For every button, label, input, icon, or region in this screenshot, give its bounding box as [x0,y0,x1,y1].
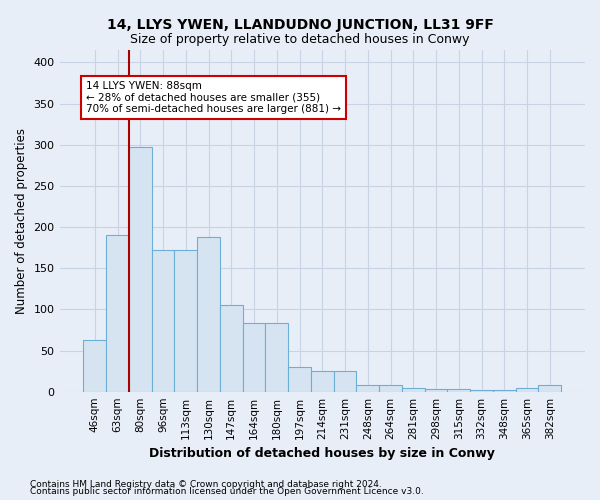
X-axis label: Distribution of detached houses by size in Conwy: Distribution of detached houses by size … [149,447,495,460]
Bar [356,385,379,392]
Bar [538,385,561,392]
Bar [515,388,538,392]
Y-axis label: Number of detached properties: Number of detached properties [15,128,28,314]
Bar [106,235,129,392]
Bar [83,340,106,392]
Bar [242,324,265,392]
Bar [152,250,175,392]
Text: Contains public sector information licensed under the Open Government Licence v3: Contains public sector information licen… [30,487,424,496]
Bar [197,237,220,392]
Bar [425,389,448,392]
Text: Contains HM Land Registry data © Crown copyright and database right 2024.: Contains HM Land Registry data © Crown c… [30,480,382,489]
Bar [470,390,493,392]
Bar [493,390,515,392]
Bar [402,388,425,392]
Bar [288,367,311,392]
Bar [220,305,242,392]
Text: 14 LLYS YWEN: 88sqm
← 28% of detached houses are smaller (355)
70% of semi-detac: 14 LLYS YWEN: 88sqm ← 28% of detached ho… [86,81,341,114]
Bar [129,147,152,392]
Bar [334,371,356,392]
Text: Size of property relative to detached houses in Conwy: Size of property relative to detached ho… [130,32,470,46]
Bar [265,324,288,392]
Bar [448,389,470,392]
Bar [379,385,402,392]
Text: 14, LLYS YWEN, LLANDUDNO JUNCTION, LL31 9FF: 14, LLYS YWEN, LLANDUDNO JUNCTION, LL31 … [107,18,493,32]
Bar [311,371,334,392]
Bar [175,250,197,392]
